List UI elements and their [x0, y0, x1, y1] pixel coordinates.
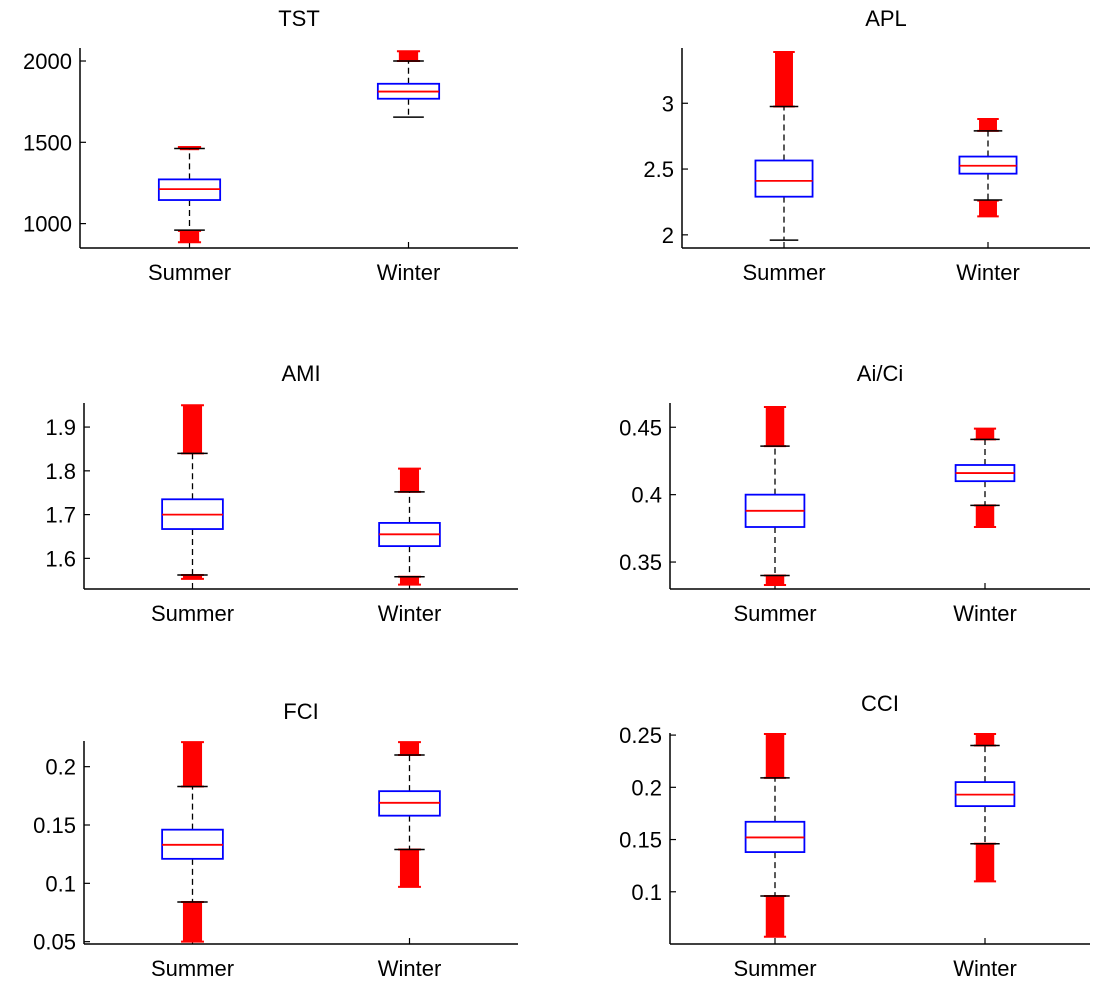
box-winter [954, 733, 1016, 883]
panel-apl: APL 2 2.5 3 Summer Winter [643, 6, 1090, 285]
y-tick-label: 2 [662, 223, 674, 248]
y-tick-label: 0.15 [619, 828, 662, 853]
box-winter [954, 427, 1016, 528]
box-summer [161, 404, 224, 580]
outliers-high [765, 407, 785, 447]
outliers-low [182, 902, 203, 942]
y-tick-label: 1.6 [45, 546, 76, 571]
outliers-high [979, 119, 997, 131]
y-tick-label: 0.4 [631, 483, 662, 508]
panel-title: CCI [861, 691, 899, 716]
box-summer [157, 146, 222, 244]
x-tick-label: Winter [377, 260, 441, 285]
y-tick-label: 0.25 [619, 723, 662, 748]
box-winter [378, 741, 441, 888]
y-tick-label: 0.45 [619, 415, 662, 440]
y-tick-label: 1000 [23, 212, 72, 237]
outliers-low [765, 575, 785, 585]
box-winter [378, 467, 441, 586]
box-winter [376, 50, 441, 118]
x-tick-label: Summer [733, 956, 816, 981]
y-tick-label: 0.1 [631, 880, 662, 905]
outliers-low [179, 230, 200, 243]
outliers-high [975, 734, 995, 746]
x-tick-label: Summer [148, 260, 231, 285]
x-tick-label: Summer [151, 601, 234, 626]
y-tick-label: 1.8 [45, 459, 76, 484]
y-tick-label: 1.9 [45, 415, 76, 440]
outliers-high [399, 468, 420, 492]
y-tick-label: 0.2 [631, 775, 662, 800]
x-tick-label: Summer [742, 260, 825, 285]
x-tick-label: Winter [956, 260, 1020, 285]
box-summer [161, 741, 224, 943]
box-summer [744, 733, 806, 938]
y-tick-label: 2.5 [643, 157, 674, 182]
panel-cci: CCI 0.1 0.15 0.2 0.25 Summer Winter [619, 691, 1090, 981]
panel-fci: FCI 0.05 0.1 0.15 0.2 Summer Winter [33, 699, 518, 981]
panel-ami: AMI 1.6 1.7 1.8 1.9 Summer Winter [45, 361, 518, 626]
y-tick-label: 1500 [23, 130, 72, 155]
outliers-high [765, 734, 785, 778]
x-tick-label: Summer [151, 956, 234, 981]
x-tick-label: Winter [953, 601, 1017, 626]
outliers-low [975, 505, 995, 527]
x-tick-label: Winter [953, 956, 1017, 981]
panel-title: AMI [281, 361, 320, 386]
y-tick-label: 0.35 [619, 550, 662, 575]
outliers-high [398, 51, 419, 62]
y-tick-label: 0.05 [33, 930, 76, 955]
outliers-low [399, 849, 420, 887]
box-summer [744, 406, 806, 586]
y-tick-label: 0.2 [45, 755, 76, 780]
y-tick-label: 1.7 [45, 503, 76, 528]
panel-title: Ai/Ci [857, 361, 903, 386]
outliers-high [182, 742, 203, 787]
outliers-high [975, 428, 995, 440]
panel-tst: TST 1000 1500 2000 Summer Winter [23, 6, 518, 285]
panel-title: APL [865, 6, 907, 31]
panel-ai-ci: Ai/Ci 0.35 0.4 0.45 Summer Winter [619, 361, 1090, 626]
y-tick-label: 0.15 [33, 813, 76, 838]
x-tick-label: Winter [378, 956, 442, 981]
outliers-high [182, 405, 203, 454]
outliers-low [979, 200, 997, 217]
outliers-low [182, 574, 203, 579]
outliers-high [399, 742, 420, 755]
outliers-low [765, 895, 785, 937]
x-tick-label: Summer [733, 601, 816, 626]
panel-title: TST [278, 6, 320, 31]
box-summer [754, 50, 814, 241]
panel-title: FCI [283, 699, 318, 724]
outliers-low [975, 843, 995, 882]
x-tick-label: Winter [378, 601, 442, 626]
outliers-high [775, 51, 793, 107]
outliers-low [399, 576, 420, 585]
y-tick-label: 0.1 [45, 871, 76, 896]
y-tick-label: 2000 [23, 49, 72, 74]
box-winter [958, 118, 1018, 218]
iqr-box [754, 159, 814, 198]
y-tick-label: 3 [662, 91, 674, 116]
